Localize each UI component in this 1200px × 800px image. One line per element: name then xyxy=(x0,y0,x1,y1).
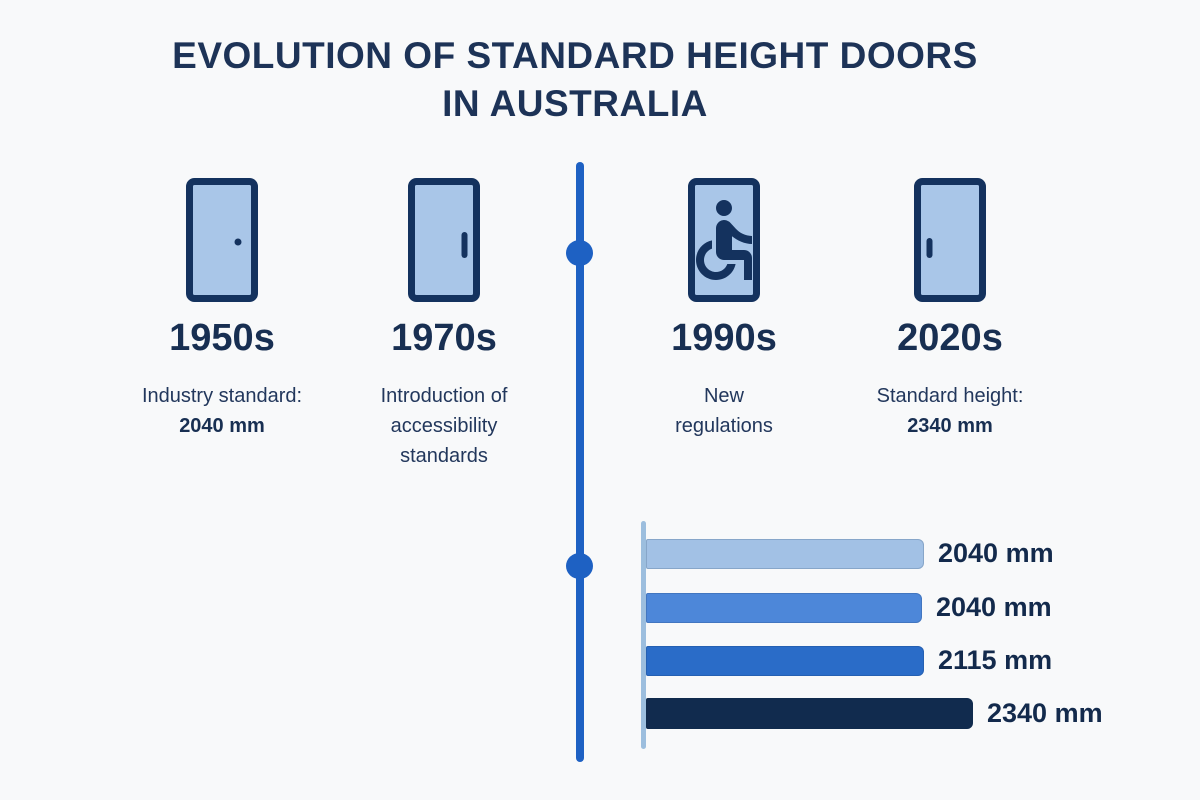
era-decade-label: 1970s xyxy=(391,317,497,359)
page-title: EVOLUTION OF STANDARD HEIGHT DOORS IN AU… xyxy=(0,32,1150,128)
bar-value-label: 2040 mm xyxy=(936,592,1052,622)
era-1990s: 1990s New regulations xyxy=(624,178,824,441)
door-with-knob-icon xyxy=(186,178,258,302)
bar-value-label: 2115 mm xyxy=(938,645,1053,675)
era-value: 2040 mm xyxy=(179,415,265,437)
timeline-node-2 xyxy=(566,553,593,579)
era-decade-label: 1990s xyxy=(671,317,777,359)
era-description: Introduction of accessibility standards xyxy=(344,381,544,471)
door-with-handle-left-icon xyxy=(914,178,986,302)
era-value: 2340 mm xyxy=(907,415,993,437)
era-2020s: 2020s Standard height: 2340 mm xyxy=(850,178,1050,441)
era-description: New regulations xyxy=(624,381,824,441)
bar-row-2020s: 2340 mm xyxy=(646,698,1103,729)
era-description-line: standards xyxy=(400,445,488,467)
era-description-line: New xyxy=(703,385,744,407)
door-with-handle-right-icon xyxy=(408,178,480,302)
bar-1970s xyxy=(646,592,922,623)
page-title-line2: IN AUSTRALIA xyxy=(442,83,708,124)
era-description: Standard height: 2340 mm xyxy=(850,381,1050,441)
era-1970s: 1970s Introduction of accessibility stan… xyxy=(344,178,544,471)
bar-value-label: 2340 mm xyxy=(987,698,1103,728)
era-description-line: regulations xyxy=(675,415,773,437)
timeline-node-1 xyxy=(566,240,593,266)
era-decade-label: 2020s xyxy=(897,317,1003,359)
era-description: Industry standard: 2040 mm xyxy=(122,381,322,441)
era-description-line: Introduction of xyxy=(380,385,508,407)
bar-2020s xyxy=(646,698,973,729)
page-title-line1: EVOLUTION OF STANDARD HEIGHT DOORS xyxy=(172,35,978,76)
bar-1990s xyxy=(646,645,924,676)
chart-axis-line xyxy=(641,521,646,749)
era-description-line: Industry standard: xyxy=(141,385,303,407)
bar-value-label: 2040 mm xyxy=(938,538,1054,568)
era-1950s: 1950s Industry standard: 2040 mm xyxy=(122,178,322,441)
era-decade-label: 1950s xyxy=(169,317,275,359)
bar-row-1990s: 2115 mm xyxy=(646,645,1052,676)
era-description-line: accessibility xyxy=(390,415,498,437)
bar-1950s xyxy=(646,538,924,569)
era-description-line: Standard height: xyxy=(876,385,1024,407)
accessibility-sign-icon xyxy=(688,178,760,302)
timeline-line xyxy=(576,162,584,762)
bar-row-1970s: 2040 mm xyxy=(646,592,1052,623)
bar-row-1950s: 2040 mm xyxy=(646,538,1054,569)
